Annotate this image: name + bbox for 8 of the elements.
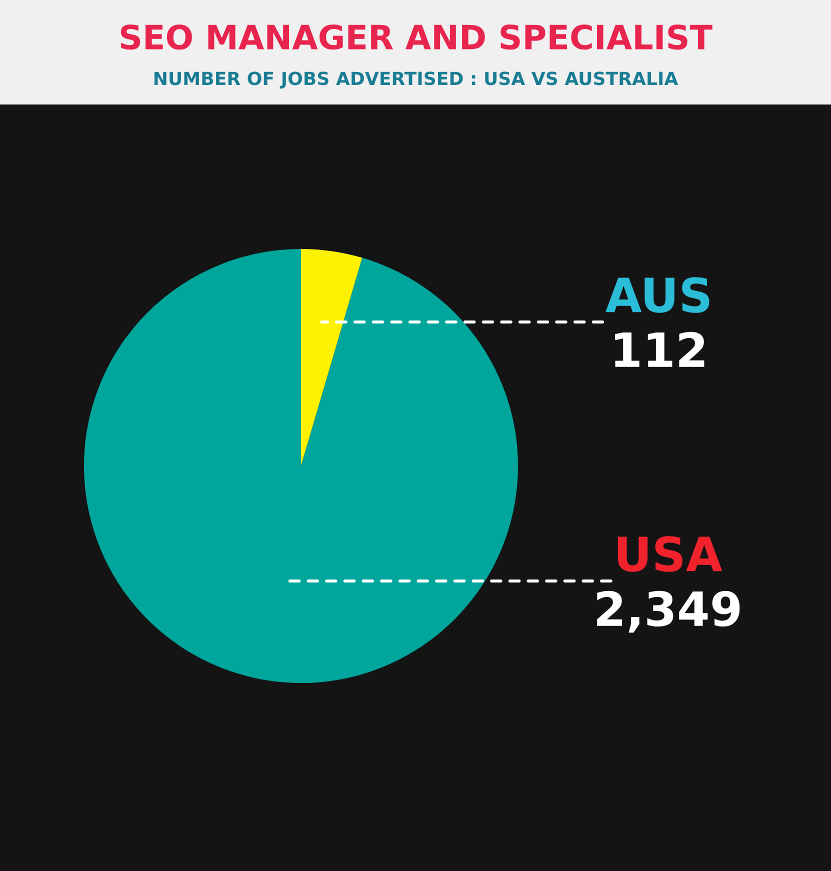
pie-slice: [301, 249, 362, 466]
chart-title: SEO MANAGER AND SPECIALIST: [120, 24, 712, 50]
data-label: 2,349: [597, 590, 740, 633]
slice-label: USA: [618, 536, 722, 572]
data-label: 112: [615, 332, 704, 367]
slice-label: AUS: [606, 277, 710, 313]
pie-slice: [84, 249, 518, 683]
chart-subtitle: NUMBER OF JOBS ADVERTISED : USA VS AUSTRALIA: [154, 72, 678, 89]
